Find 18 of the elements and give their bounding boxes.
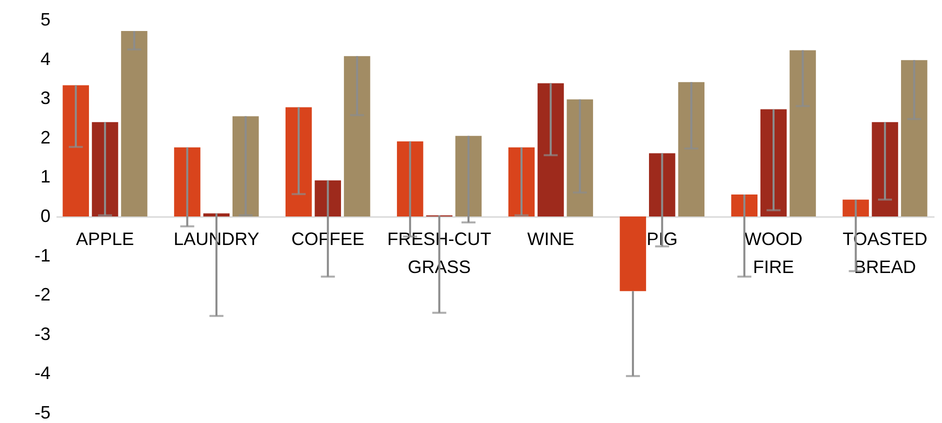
x-tick-label: TOASTED BREAD [842, 229, 928, 277]
y-tick-label: 5 [40, 10, 50, 30]
y-tick-label: -1 [34, 245, 50, 266]
y-tick-label: 0 [40, 206, 50, 226]
y-tick-label: -4 [34, 363, 50, 384]
x-tick-label: APPLE [76, 229, 134, 249]
x-tick-label: LAUNDRY [174, 229, 260, 249]
x-tick-label: FRESH-CUT GRASS [387, 229, 492, 277]
y-tick-label: -3 [34, 324, 50, 344]
y-tick-label: 1 [40, 166, 50, 187]
x-tick-label: COFFEE [291, 229, 364, 249]
y-tick-label: -2 [34, 284, 50, 305]
y-tick-label: 4 [40, 48, 50, 69]
y-tick-label: 2 [40, 127, 50, 148]
x-tick-label: WOOD FIRE [744, 229, 803, 277]
x-tick-label: WINE [527, 229, 574, 249]
y-tick-label: 3 [40, 88, 50, 108]
y-tick-label: -5 [34, 402, 50, 422]
